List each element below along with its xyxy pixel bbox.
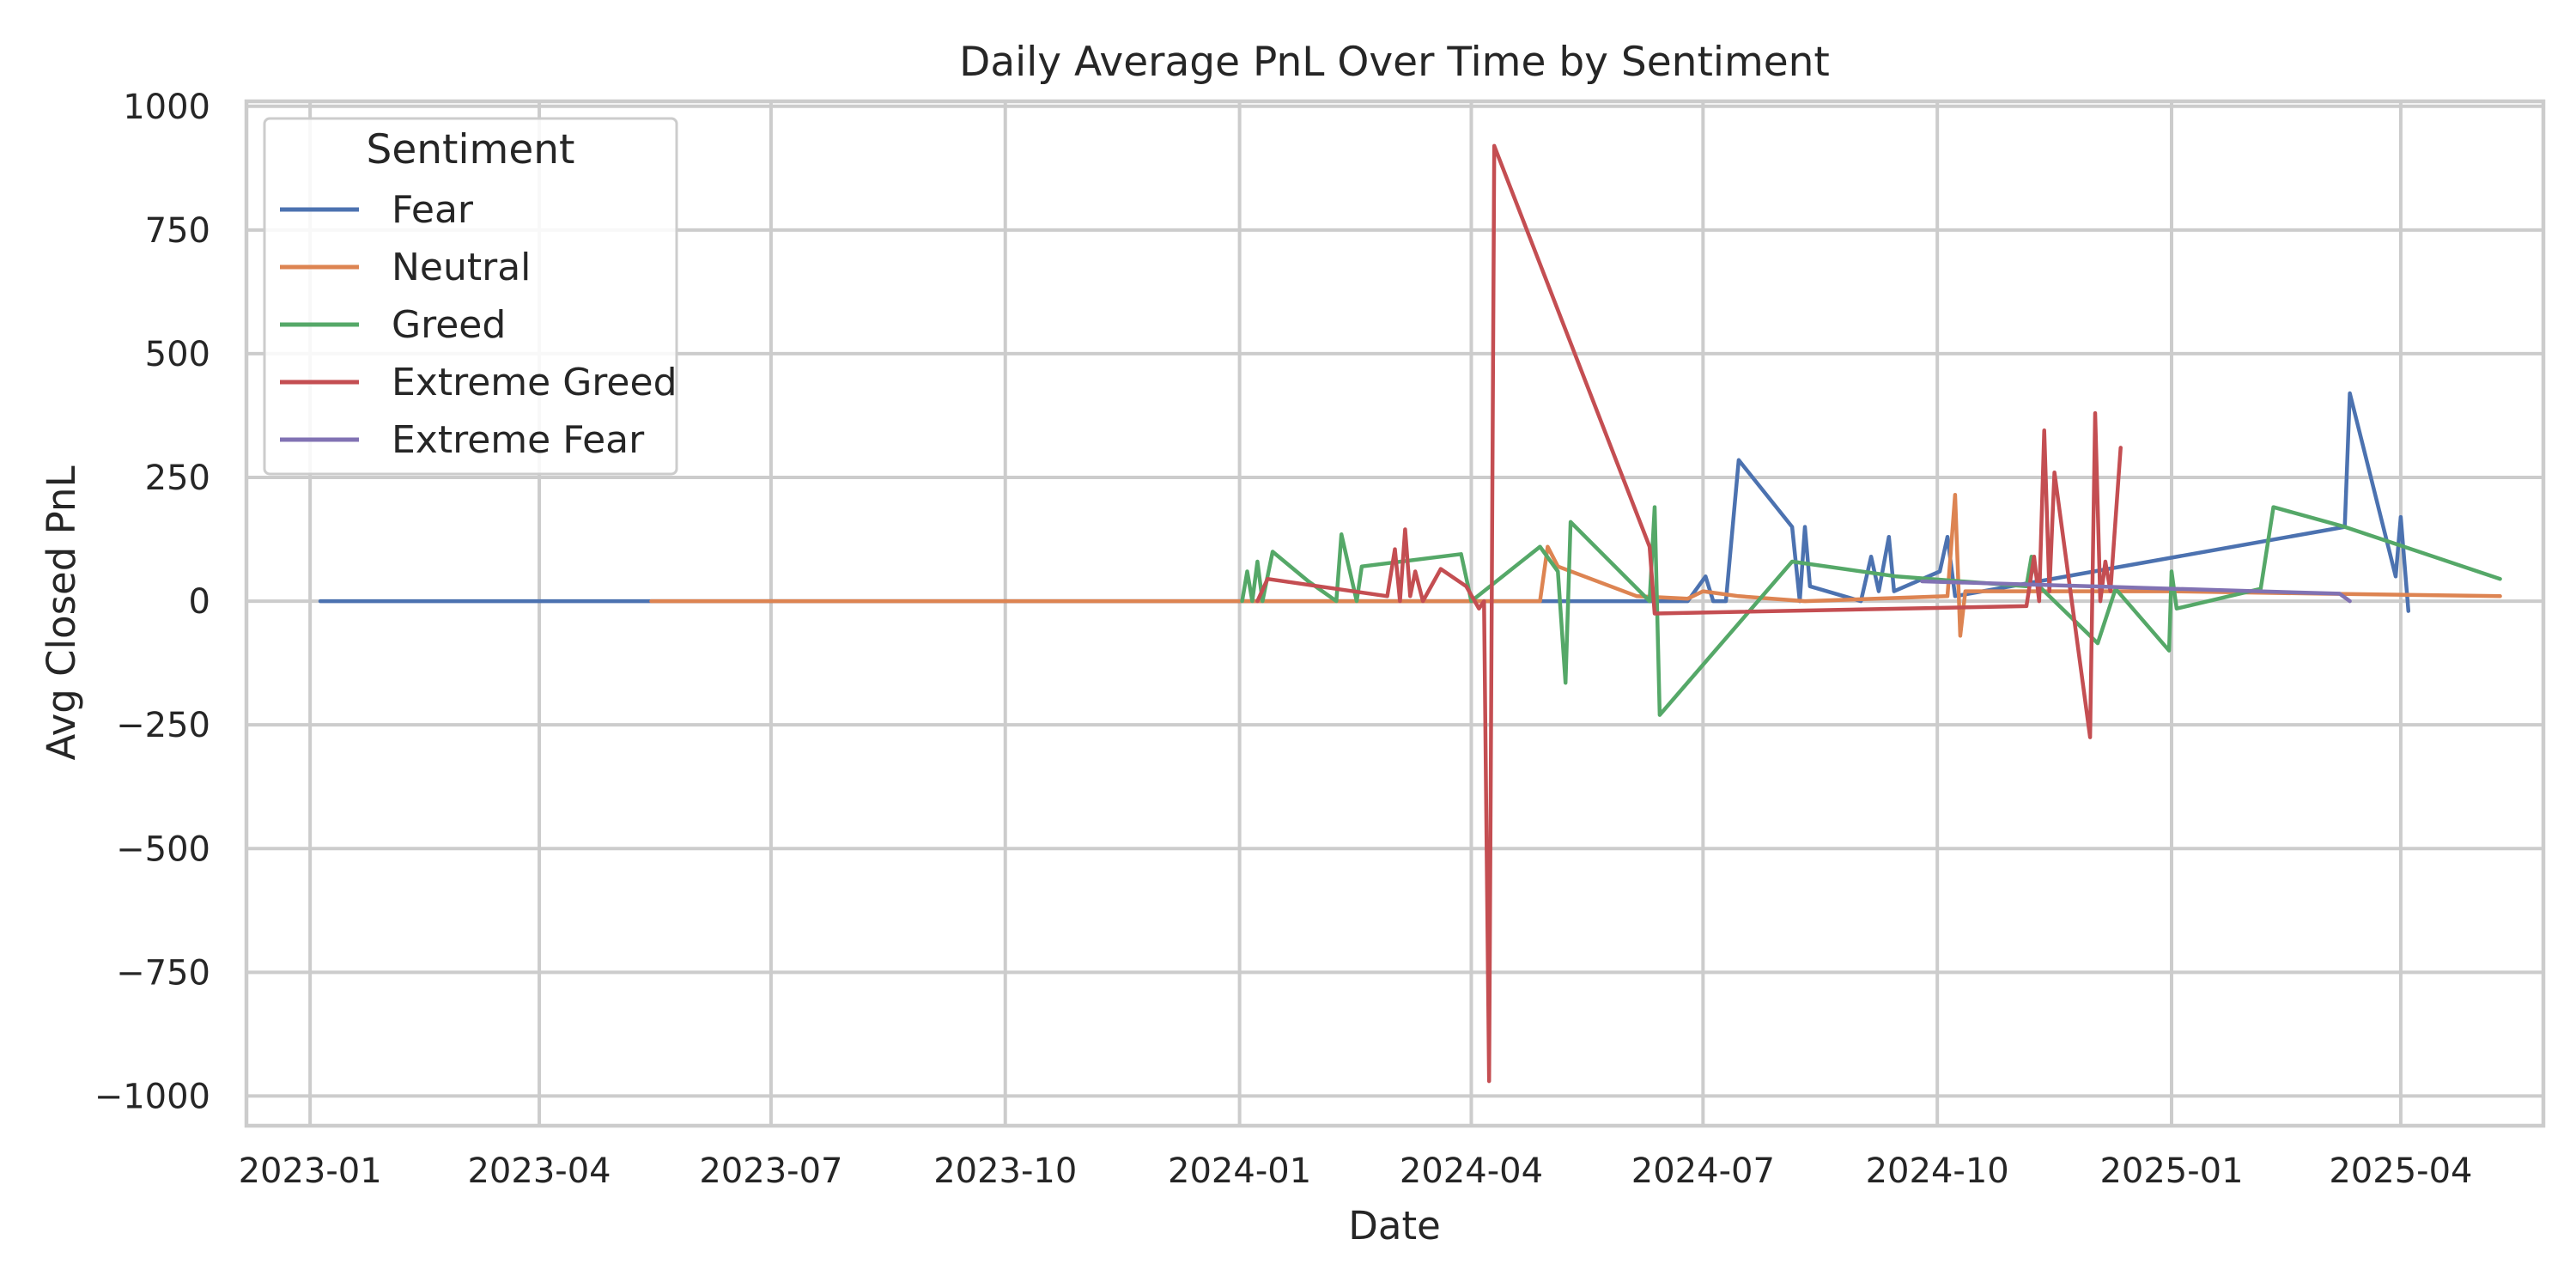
chart-title: Daily Average PnL Over Time by Sentiment <box>959 39 1830 86</box>
y-axis-label: Avg Closed PnL <box>39 465 84 760</box>
x-axis-label: Date <box>1348 1203 1441 1249</box>
x-tick-label: 2024-07 <box>1631 1151 1775 1191</box>
x-tick-label: 2023-04 <box>467 1151 611 1191</box>
x-tick-label: 2023-01 <box>239 1151 382 1191</box>
x-tick-label: 2023-07 <box>699 1151 842 1191</box>
legend-title: Sentiment <box>367 126 575 173</box>
y-tick-label: −500 <box>116 829 210 869</box>
series-line-extreme-fear <box>1920 579 2352 604</box>
y-tick-label: 250 <box>145 459 210 498</box>
legend-label-extreme-fear: Extreme Fear <box>392 418 645 462</box>
y-tick-label: 500 <box>145 335 210 374</box>
x-tick-label: 2025-01 <box>2099 1151 2243 1191</box>
y-tick-label: −250 <box>116 706 210 745</box>
legend-box <box>263 117 678 476</box>
y-tick-label: 0 <box>189 582 210 622</box>
series-line-greed <box>1240 505 2502 717</box>
series-line-extreme-greed <box>1255 143 2123 1084</box>
legend-label-neutral: Neutral <box>392 246 531 289</box>
series-line-neutral <box>649 492 2502 638</box>
y-tick-label: 750 <box>145 211 210 251</box>
y-tick-label: −1000 <box>94 1077 210 1116</box>
y-tick-label: 1000 <box>123 88 210 127</box>
x-tick-label: 2024-04 <box>1400 1151 1543 1191</box>
series-lines <box>318 143 2502 1084</box>
plot-frame <box>244 99 2546 1128</box>
legend-label-fear: Fear <box>392 188 474 232</box>
legend: Sentiment Fear Neutral Greed Extreme Greed E… <box>263 117 678 476</box>
legend-label-extreme-greed: Extreme Greed <box>392 361 677 404</box>
x-tick-label: 2023-10 <box>933 1151 1077 1191</box>
x-tick-label: 2024-01 <box>1168 1151 1311 1191</box>
legend-label-greed: Greed <box>392 303 506 347</box>
legend-items: Fear Neutral Greed Extreme Greed Extreme Fea… <box>280 188 677 462</box>
tick-labels: 2023-01 2023-04 2023-07 2023-10 2024-01 2024-… <box>94 88 2473 1191</box>
y-tick-label: −750 <box>116 953 210 993</box>
x-tick-label: 2025-04 <box>2329 1151 2472 1191</box>
x-tick-label: 2024-10 <box>1866 1151 2009 1191</box>
